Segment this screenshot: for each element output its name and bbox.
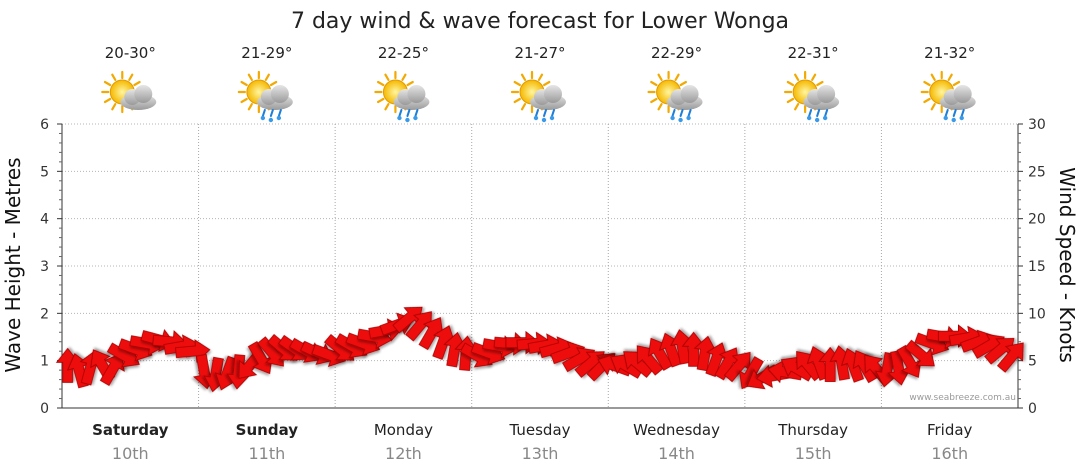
partly-cloudy-showers-icon — [510, 70, 566, 123]
wind-arrow — [418, 317, 444, 351]
partly-cloudy-showers-icon — [647, 70, 703, 123]
date-label: 13th — [522, 444, 559, 463]
right-tick-label: 5 — [1028, 354, 1037, 370]
right-tick-label: 0 — [1028, 401, 1037, 417]
left-tick-label: 2 — [40, 306, 49, 322]
left-tick-label: 3 — [40, 259, 49, 275]
temperature-range: 21-32° — [924, 44, 975, 62]
temperature-range: 22-29° — [651, 44, 702, 62]
right-tick-label: 30 — [1028, 117, 1046, 133]
wind-arrow — [99, 352, 125, 386]
wind-arrow — [896, 344, 922, 378]
credit-text: www.seabreeze.com.au — [909, 393, 1016, 403]
partly-cloudy-showers-icon — [237, 70, 293, 123]
day-name-label: Sunday — [236, 421, 299, 439]
temperature-range: 21-27° — [514, 44, 565, 62]
wind-arrow — [723, 351, 751, 383]
partly-cloudy-showers-icon — [784, 70, 840, 123]
day-labels: Saturday 10th Sunday 11th Monday 12th Tuesday 1… — [92, 421, 972, 463]
left-tick-label: 0 — [40, 401, 49, 417]
left-axis-label: Wave Height - Metres — [1, 157, 25, 372]
left-axis: 0 1 2 3 4 5 6 — [40, 117, 62, 417]
wind-arrow — [247, 341, 273, 375]
wind-arrow — [636, 345, 664, 376]
temperature-range: 21-29° — [241, 44, 292, 62]
day-name-label: Friday — [927, 421, 973, 439]
wind-arrow — [904, 339, 935, 367]
temperature-range: 22-25° — [378, 44, 429, 62]
date-label: 10th — [112, 444, 149, 463]
wind-arrow — [432, 325, 456, 360]
date-label: 16th — [931, 444, 968, 463]
right-tick-label: 15 — [1028, 259, 1046, 275]
date-label: 11th — [248, 444, 285, 463]
left-tick-label: 1 — [40, 354, 49, 370]
temperature-range: 20-30° — [105, 44, 156, 62]
left-tick-label: 4 — [40, 212, 49, 228]
day-name-label: Thursday — [777, 421, 848, 439]
partly-cloudy-icon — [101, 70, 157, 114]
date-label: 14th — [658, 444, 695, 463]
right-tick-label: 20 — [1028, 212, 1046, 228]
partly-cloudy-showers-icon — [920, 70, 976, 123]
wind-arrow — [443, 331, 467, 368]
day-name-label: Tuesday — [508, 421, 570, 439]
daily-weather-row: 20-30° 21-29° 22-25° 21-27° 22-29° 22-31° 21-3… — [101, 44, 976, 123]
right-axis-label: Wind Speed - Knots — [1055, 167, 1079, 363]
date-label: 12th — [385, 444, 422, 463]
temperature-range: 22-31° — [788, 44, 839, 62]
left-tick-label: 5 — [40, 164, 49, 180]
wind-arrow — [996, 342, 1024, 373]
wind-arrow — [405, 311, 432, 342]
chart-title: 7 day wind & wave forecast for Lower Won… — [291, 9, 789, 34]
day-name-label: Saturday — [92, 421, 169, 439]
partly-cloudy-showers-icon — [374, 70, 430, 123]
date-label: 15th — [795, 444, 832, 463]
wind-arrows — [55, 306, 1024, 393]
right-axis: 0 5 10 15 20 25 30 — [1018, 117, 1046, 417]
left-tick-label: 6 — [40, 117, 49, 133]
day-name-label: Monday — [374, 421, 433, 439]
right-tick-label: 10 — [1028, 306, 1046, 322]
day-name-label: Wednesday — [633, 421, 720, 439]
right-tick-label: 25 — [1028, 164, 1046, 180]
